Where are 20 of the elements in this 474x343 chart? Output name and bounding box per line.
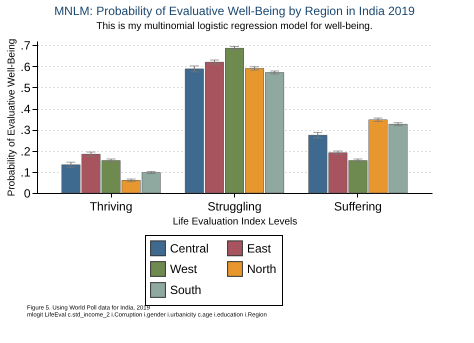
x-tick-label: Thriving	[90, 200, 132, 214]
legend-label: South	[170, 283, 202, 297]
y-tick-label: .7	[20, 38, 31, 53]
legend-label: North	[247, 262, 276, 276]
y-tick-label: 0	[24, 186, 31, 200]
y-tick-label: .2	[20, 144, 31, 158]
legend-label: East	[247, 241, 272, 256]
chart-title: MNLM: Probability of Evaluative Well-Being by Region in India 2019	[54, 4, 416, 18]
y-axis-title: Probability of Evaluative Well-Being	[6, 38, 18, 196]
x-axis-title: Life Evaluation Index Levels	[172, 216, 298, 228]
y-tick-label: .4	[20, 102, 31, 116]
legend-label: West	[170, 262, 198, 276]
y-tick-label: .3	[20, 123, 31, 138]
x-tick-label: Struggling	[207, 200, 262, 214]
x-tick-label: Suffering	[334, 200, 382, 214]
chart-subtitle: This is my multinomial logistic regression model for well-being.	[96, 21, 373, 32]
y-tick-label: .1	[20, 165, 31, 180]
y-tick-label: .5	[20, 80, 31, 95]
y-tick-label: .6	[20, 60, 31, 74]
legend-label: Central	[170, 241, 209, 256]
